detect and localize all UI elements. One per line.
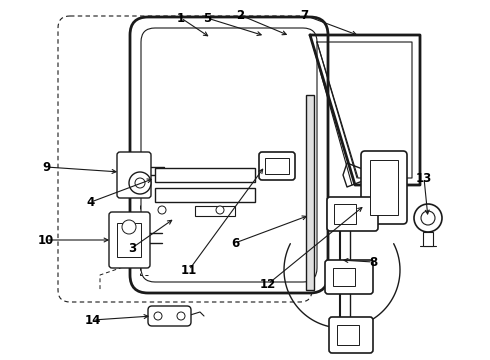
Text: 4: 4 [87,195,95,208]
FancyBboxPatch shape [109,212,150,268]
Text: 12: 12 [260,278,276,291]
Circle shape [122,220,136,234]
Text: 8: 8 [369,256,377,269]
FancyBboxPatch shape [148,306,191,326]
Text: 11: 11 [181,264,197,276]
FancyBboxPatch shape [361,151,407,224]
Bar [337,325,359,345]
Bar [370,160,398,215]
Text: 9: 9 [42,161,50,174]
Circle shape [158,206,166,214]
Bar [155,168,255,182]
Circle shape [135,178,145,188]
FancyBboxPatch shape [327,197,378,231]
FancyBboxPatch shape [325,260,373,294]
Circle shape [421,211,435,225]
Bar [265,158,289,174]
Circle shape [177,312,185,320]
Text: 14: 14 [85,314,101,327]
Text: 5: 5 [203,12,211,24]
Text: 2: 2 [236,9,244,22]
Circle shape [154,312,162,320]
FancyBboxPatch shape [329,317,373,353]
Circle shape [129,172,151,194]
Text: 1: 1 [177,12,185,24]
Bar [117,223,141,257]
Text: 3: 3 [128,242,136,255]
Bar [195,206,235,216]
Bar [423,232,433,246]
Text: 13: 13 [416,171,432,185]
Bar [334,204,356,224]
Circle shape [414,204,442,232]
Bar [306,95,314,290]
FancyBboxPatch shape [259,152,295,180]
Circle shape [216,206,224,214]
Text: 10: 10 [38,234,54,247]
Bar [155,188,255,202]
Text: 7: 7 [300,9,308,22]
Text: 6: 6 [231,237,239,249]
FancyBboxPatch shape [117,152,151,198]
FancyBboxPatch shape [130,17,328,293]
Bar [333,268,355,286]
